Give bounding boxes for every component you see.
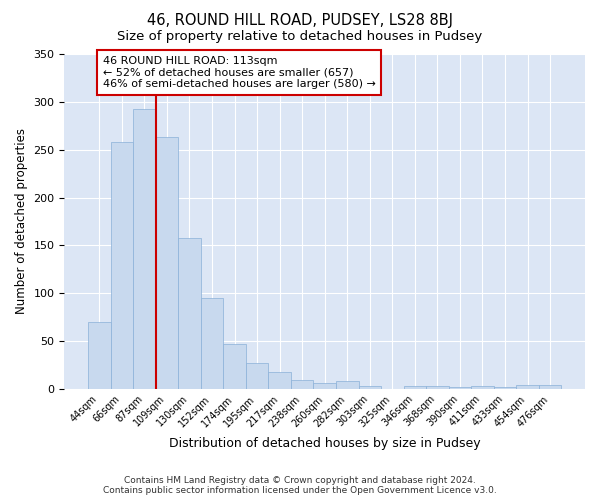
Bar (471, 386, 494, 389)
Text: Size of property relative to detached houses in Pudsey: Size of property relative to detached ho… (118, 30, 482, 43)
Bar (539, 385, 562, 389)
Bar (313, 383, 336, 389)
Bar (201, 298, 223, 389)
Text: 46, ROUND HILL ROAD, PUDSEY, LS28 8BJ: 46, ROUND HILL ROAD, PUDSEY, LS28 8BJ (147, 12, 453, 28)
Bar (516, 385, 539, 389)
X-axis label: Distribution of detached houses by size in Pudsey: Distribution of detached houses by size … (169, 437, 481, 450)
Text: 46 ROUND HILL ROAD: 113sqm
← 52% of detached houses are smaller (657)
46% of sem: 46 ROUND HILL ROAD: 113sqm ← 52% of deta… (103, 56, 376, 89)
Bar (494, 387, 516, 389)
Bar (359, 386, 381, 389)
Bar (223, 344, 246, 389)
Bar (336, 381, 359, 389)
Text: Contains HM Land Registry data © Crown copyright and database right 2024.
Contai: Contains HM Land Registry data © Crown c… (103, 476, 497, 495)
Bar (133, 108, 155, 389)
Bar (291, 380, 313, 389)
Bar (178, 238, 201, 389)
Bar (155, 137, 178, 389)
Bar (88, 322, 110, 389)
Y-axis label: Number of detached properties: Number of detached properties (15, 128, 28, 314)
Bar (110, 142, 133, 389)
Bar (449, 387, 471, 389)
Bar (246, 363, 268, 389)
Bar (404, 386, 426, 389)
Bar (268, 372, 291, 389)
Bar (426, 386, 449, 389)
